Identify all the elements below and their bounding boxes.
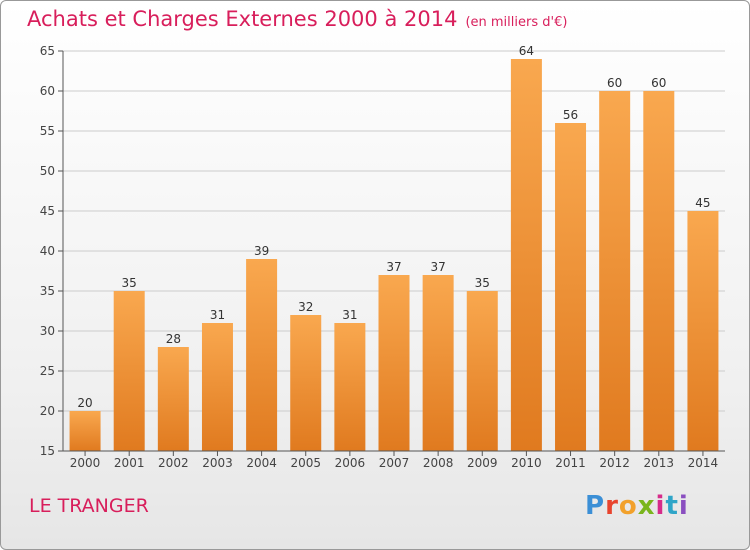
data-label: 60 bbox=[651, 76, 666, 90]
bar-2005 bbox=[290, 315, 322, 451]
y-tick-label: 65 bbox=[40, 44, 55, 58]
y-tick-label: 20 bbox=[40, 404, 55, 418]
bar-2013 bbox=[643, 91, 675, 451]
x-tick-label: 2005 bbox=[290, 456, 321, 470]
bar-2000 bbox=[69, 411, 101, 451]
data-label: 31 bbox=[210, 308, 225, 322]
x-tick-label: 2014 bbox=[688, 456, 719, 470]
data-label: 20 bbox=[77, 396, 92, 410]
logo-letter: i bbox=[678, 491, 689, 521]
y-tick-label: 15 bbox=[40, 444, 55, 458]
x-tick-label: 2007 bbox=[379, 456, 410, 470]
chart-unit: (en milliers d'€) bbox=[465, 15, 568, 30]
data-label: 37 bbox=[430, 260, 445, 274]
bar-2011 bbox=[555, 123, 587, 451]
data-label: 35 bbox=[122, 276, 137, 290]
x-tick-label: 2011 bbox=[555, 456, 586, 470]
x-tick-label: 2004 bbox=[246, 456, 277, 470]
bar-2004 bbox=[246, 259, 278, 451]
x-tick-label: 2013 bbox=[644, 456, 675, 470]
data-label: 56 bbox=[563, 108, 578, 122]
logo-letter: r bbox=[605, 491, 619, 521]
bar-2008 bbox=[422, 275, 454, 451]
data-label: 45 bbox=[695, 196, 710, 210]
y-tick-label: 60 bbox=[40, 84, 55, 98]
x-tick-label: 2008 bbox=[423, 456, 454, 470]
data-label: 60 bbox=[607, 76, 622, 90]
data-label: 64 bbox=[519, 44, 534, 58]
data-label: 39 bbox=[254, 244, 269, 258]
y-tick-label: 40 bbox=[40, 244, 55, 258]
bar-2012 bbox=[599, 91, 631, 451]
bar-2006 bbox=[334, 323, 366, 451]
x-tick-label: 2006 bbox=[335, 456, 366, 470]
bar-2001 bbox=[113, 291, 145, 451]
data-label: 31 bbox=[342, 308, 357, 322]
x-tick-label: 2000 bbox=[70, 456, 101, 470]
logo-letter: P bbox=[585, 491, 606, 521]
logo-letter: o bbox=[618, 491, 638, 521]
x-tick-label: 2002 bbox=[158, 456, 189, 470]
bar-2002 bbox=[157, 347, 189, 451]
data-label: 28 bbox=[166, 332, 181, 346]
y-tick-label: 35 bbox=[40, 284, 55, 298]
bar-2003 bbox=[201, 323, 233, 451]
x-tick-label: 2010 bbox=[511, 456, 542, 470]
bar-2009 bbox=[466, 291, 498, 451]
bar-2010 bbox=[510, 59, 542, 451]
x-tick-label: 2001 bbox=[114, 456, 145, 470]
chart-title: Achats et Charges Externes 2000 à 2014 (e… bbox=[27, 7, 567, 31]
bar-2014 bbox=[687, 211, 719, 451]
x-tick-label: 2009 bbox=[467, 456, 498, 470]
data-label: 35 bbox=[475, 276, 490, 290]
logo-letter: x bbox=[637, 491, 656, 521]
logo-letter: t bbox=[665, 491, 679, 521]
y-tick-label: 55 bbox=[40, 124, 55, 138]
data-label: 37 bbox=[386, 260, 401, 274]
chart-title-text: Achats et Charges Externes 2000 à 2014 bbox=[27, 7, 458, 31]
data-label: 32 bbox=[298, 300, 313, 314]
y-tick-label: 25 bbox=[40, 364, 55, 378]
bar-2007 bbox=[378, 275, 410, 451]
x-tick-label: 2003 bbox=[202, 456, 233, 470]
commune-name: LE TRANGER bbox=[29, 495, 149, 517]
y-tick-label: 45 bbox=[40, 204, 55, 218]
proxiti-logo: Proxiti bbox=[585, 491, 689, 521]
x-tick-label: 2012 bbox=[599, 456, 630, 470]
logo-letter: i bbox=[655, 491, 666, 521]
y-tick-label: 50 bbox=[40, 164, 55, 178]
y-tick-label: 30 bbox=[40, 324, 55, 338]
